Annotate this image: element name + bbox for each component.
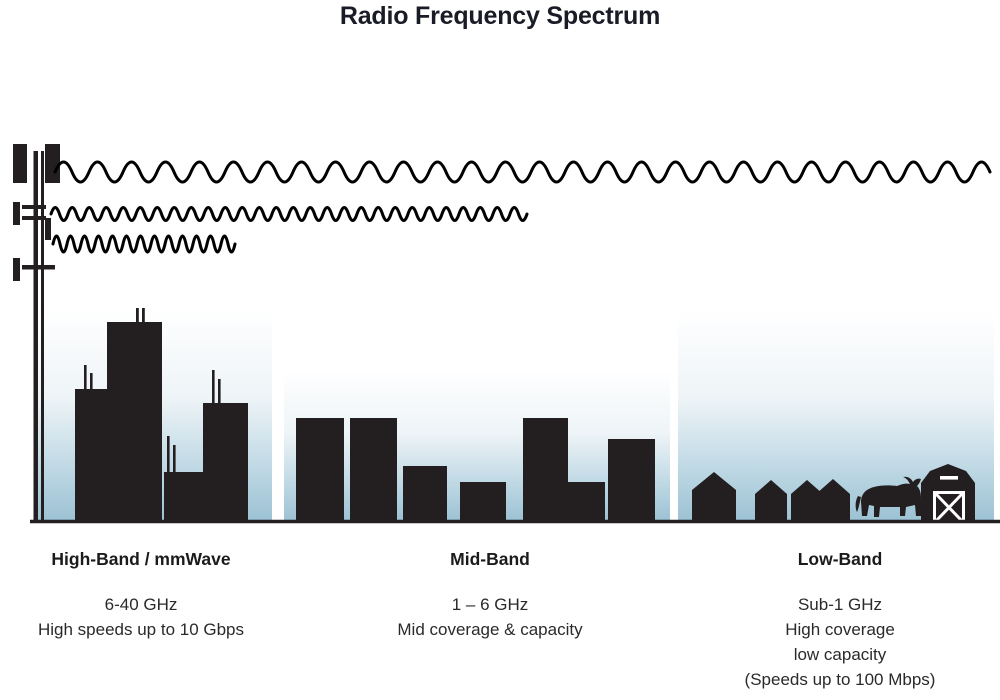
house-shape: [791, 480, 823, 521]
barn-silhouette: [921, 464, 975, 522]
long-wave: [53, 160, 992, 184]
cell-tower: [13, 144, 60, 522]
suburban-skyline: [296, 418, 655, 522]
band-desc-line: (Speeds up to 100 Mbps): [744, 670, 936, 689]
band-description-low-band: Sub-1 GHz High coverage low capacity (Sp…: [700, 592, 980, 692]
band-desc-line: 1 – 6 GHz: [451, 595, 529, 614]
medium-wave: [49, 206, 529, 222]
band-desc-line: low capacity: [793, 645, 887, 664]
short-wave: [51, 234, 237, 254]
band-desc-line: Sub-1 GHz: [797, 595, 883, 614]
band-description-high-band: 6-40 GHz High speeds up to 10 Gbps: [0, 592, 282, 642]
page-title: Radio Frequency Spectrum: [339, 2, 661, 30]
band-desc-line: High coverage: [785, 620, 895, 639]
house-shape: [692, 472, 736, 521]
band-label-high-band: High-Band / mmWave: [51, 549, 231, 569]
band-label-mid-band: Mid-Band: [450, 549, 530, 569]
band-desc-line: High speeds up to 10 Gbps: [37, 620, 245, 639]
cow-silhouette: [855, 476, 921, 517]
tower-antenna-panel: [13, 144, 27, 183]
tower-antenna-panel: [45, 144, 60, 183]
house-shape: [755, 480, 787, 521]
rural-farm: [692, 464, 975, 522]
city-skyline: [75, 308, 248, 522]
band-description-mid-band: 1 – 6 GHz Mid coverage & capacity: [350, 592, 630, 642]
house-shape: [816, 479, 850, 521]
band-desc-line: 6-40 GHz: [104, 595, 178, 614]
band-desc-line: Mid coverage & capacity: [397, 620, 583, 639]
band-label-low-band: Low-Band: [797, 549, 883, 569]
